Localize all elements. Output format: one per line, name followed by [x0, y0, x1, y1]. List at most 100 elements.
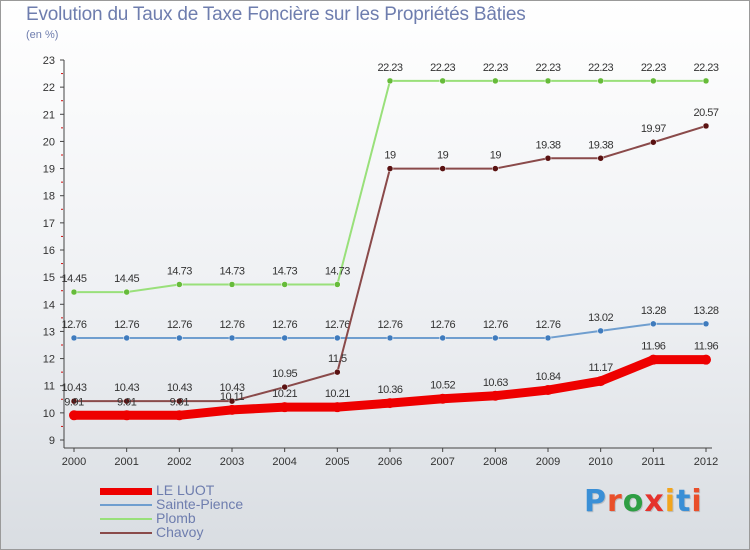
data-point	[597, 155, 604, 162]
data-label: 12.76	[483, 319, 508, 331]
data-label: 14.73	[272, 265, 297, 277]
x-tick-label: 2001	[114, 456, 138, 468]
data-label: 12.76	[272, 319, 297, 331]
series-line	[73, 79, 707, 294]
data-point	[386, 77, 394, 85]
data-label: 14.73	[167, 265, 192, 277]
x-tick-label: 2011	[642, 456, 666, 468]
data-point	[439, 77, 446, 85]
y-tick-label: 16	[43, 245, 55, 257]
x-tick-label: 2000	[62, 456, 86, 468]
data-point	[544, 155, 552, 162]
data-point	[70, 397, 78, 405]
x-tick-label: 2002	[167, 456, 191, 468]
y-unit-label: (en %)	[26, 29, 59, 41]
data-point	[597, 77, 604, 85]
data-point	[386, 165, 394, 172]
data-point	[544, 77, 552, 85]
x-tick-label: 2012	[694, 456, 718, 468]
data-point	[595, 376, 606, 387]
data-label: 19	[437, 150, 449, 162]
x-tick-label: 2006	[378, 456, 402, 468]
data-label: 12.76	[430, 319, 455, 331]
data-label: 22.23	[641, 62, 666, 74]
data-label: 19	[384, 150, 396, 162]
y-tick-label: 11	[44, 381, 55, 393]
data-label: 14.45	[61, 273, 86, 285]
data-point	[281, 383, 288, 391]
y-tick-label: 15	[43, 272, 55, 284]
data-label: 10.43	[114, 382, 139, 394]
logo-letter: t	[676, 484, 692, 519]
y-tick-label: 12	[43, 354, 55, 366]
data-label: 13.28	[641, 305, 666, 317]
y-tick-label: 9	[49, 435, 55, 447]
data-label: 10.36	[377, 384, 402, 396]
data-label: 19.97	[641, 123, 666, 135]
data-label: 10.52	[430, 380, 455, 392]
data-point	[176, 334, 183, 342]
data-point	[123, 334, 130, 342]
data-point	[227, 404, 237, 415]
data-point	[70, 288, 78, 296]
y-tick-label: 21	[43, 109, 55, 121]
y-tick-label: 23	[43, 55, 55, 67]
chart-title: Evolution du Taux de Taxe Foncière sur l…	[26, 4, 526, 25]
y-tick-label: 19	[43, 164, 55, 176]
data-point	[123, 397, 130, 405]
data-label: 14.45	[114, 273, 139, 285]
data-label: 9.91	[64, 396, 84, 408]
data-point	[176, 281, 183, 288]
data-point	[544, 334, 552, 342]
data-point	[492, 334, 499, 342]
data-point	[386, 334, 394, 342]
data-point	[439, 165, 446, 172]
legend-label: Sainte-Pience	[156, 496, 244, 512]
data-label: 10.43	[61, 382, 86, 394]
data-label: 12.76	[114, 319, 139, 331]
data-point	[228, 397, 236, 405]
y-tick-label: 17	[43, 218, 55, 230]
data-point	[490, 390, 501, 401]
data-point	[492, 77, 499, 85]
data-point	[332, 402, 343, 413]
data-point	[648, 354, 659, 365]
data-label: 12.76	[535, 319, 560, 331]
data-label: 12.76	[377, 319, 402, 331]
data-label: 10.11	[220, 391, 245, 403]
y-tick-label: 20	[43, 136, 55, 148]
x-tick-label: 2003	[220, 456, 244, 468]
y-tick-label: 18	[43, 191, 55, 203]
y-tick-label: 22	[43, 82, 55, 94]
data-label: 22.23	[430, 62, 455, 74]
data-label: 22.23	[483, 62, 508, 74]
data-label: 14.73	[219, 265, 244, 277]
data-point	[228, 334, 236, 342]
logo-letter: r	[607, 484, 623, 519]
data-point	[702, 320, 710, 328]
x-tick-label: 2007	[430, 456, 454, 468]
data-label: 12.76	[167, 319, 192, 331]
data-label: 12.76	[325, 319, 350, 331]
data-point	[70, 334, 78, 342]
x-tick-label: 2005	[325, 456, 349, 468]
data-label: 12.76	[219, 319, 244, 331]
legend-swatch	[100, 518, 152, 520]
legend-swatch	[100, 487, 152, 495]
x-tick-label: 2004	[272, 456, 296, 468]
data-label: 10.43	[219, 382, 244, 394]
data-label: 10.84	[535, 371, 560, 383]
logo-letter: i	[664, 484, 677, 519]
legend-label: Plomb	[156, 510, 196, 526]
data-label: 22.23	[377, 62, 402, 74]
proxiti-logo: Proxiti	[584, 484, 703, 519]
data-label: 9.91	[117, 396, 137, 408]
data-label: 9.91	[170, 396, 190, 408]
data-label: 10.43	[167, 382, 192, 394]
data-point	[492, 165, 499, 172]
data-label: 20.57	[693, 107, 718, 119]
data-point	[281, 281, 288, 288]
data-point	[174, 410, 185, 421]
data-label: 10.63	[483, 377, 508, 389]
